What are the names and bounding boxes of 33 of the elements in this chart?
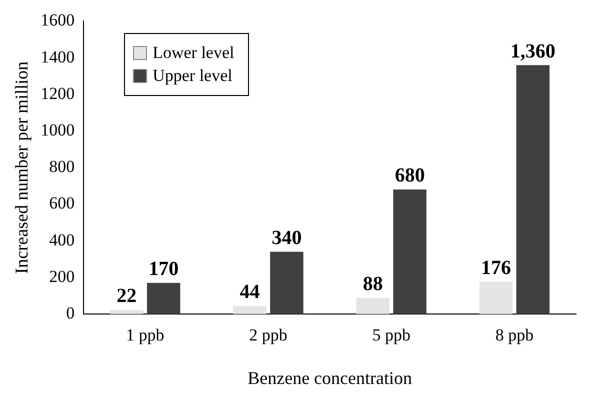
data-label: 22 [116, 285, 137, 308]
x-tick-label: 2 ppb [249, 326, 288, 345]
y-tick-label: 800 [49, 157, 75, 176]
data-label: 88 [362, 273, 383, 296]
y-tick-label: 600 [49, 194, 75, 213]
bar [146, 282, 180, 314]
y-tick-label: 1000 [40, 120, 75, 140]
bar [516, 65, 550, 314]
data-label: 680 [394, 164, 425, 187]
bar [356, 298, 390, 314]
data-label: 170 [148, 258, 179, 280]
x-axis-title: Benzene concentration [248, 368, 412, 388]
bar [393, 190, 426, 314]
bar [270, 252, 304, 314]
legend-label: Upper level [152, 66, 232, 86]
y-tick-label: 0 [66, 303, 75, 322]
y-tick-label: 1600 [40, 10, 75, 30]
y-tick-label: 1400 [40, 47, 75, 66]
y-tick-label: 200 [49, 266, 75, 286]
x-tick-label: 5 ppb [372, 326, 410, 345]
data-label: 1,360 [510, 40, 556, 62]
legend-label: Lower level [152, 43, 234, 64]
x-tick-label: 1 ppb [126, 326, 164, 345]
data-label: 340 [272, 226, 302, 249]
y-tick-label: 1200 [40, 84, 75, 103]
bar [479, 282, 513, 314]
bar [233, 306, 266, 314]
bar [110, 310, 144, 314]
y-tick-label: 400 [49, 230, 75, 250]
data-label: 44 [240, 281, 260, 304]
data-label: 176 [480, 256, 511, 279]
x-tick-label: 8 ppb [495, 326, 534, 345]
y-axis-title: Increased number per million [12, 61, 32, 274]
